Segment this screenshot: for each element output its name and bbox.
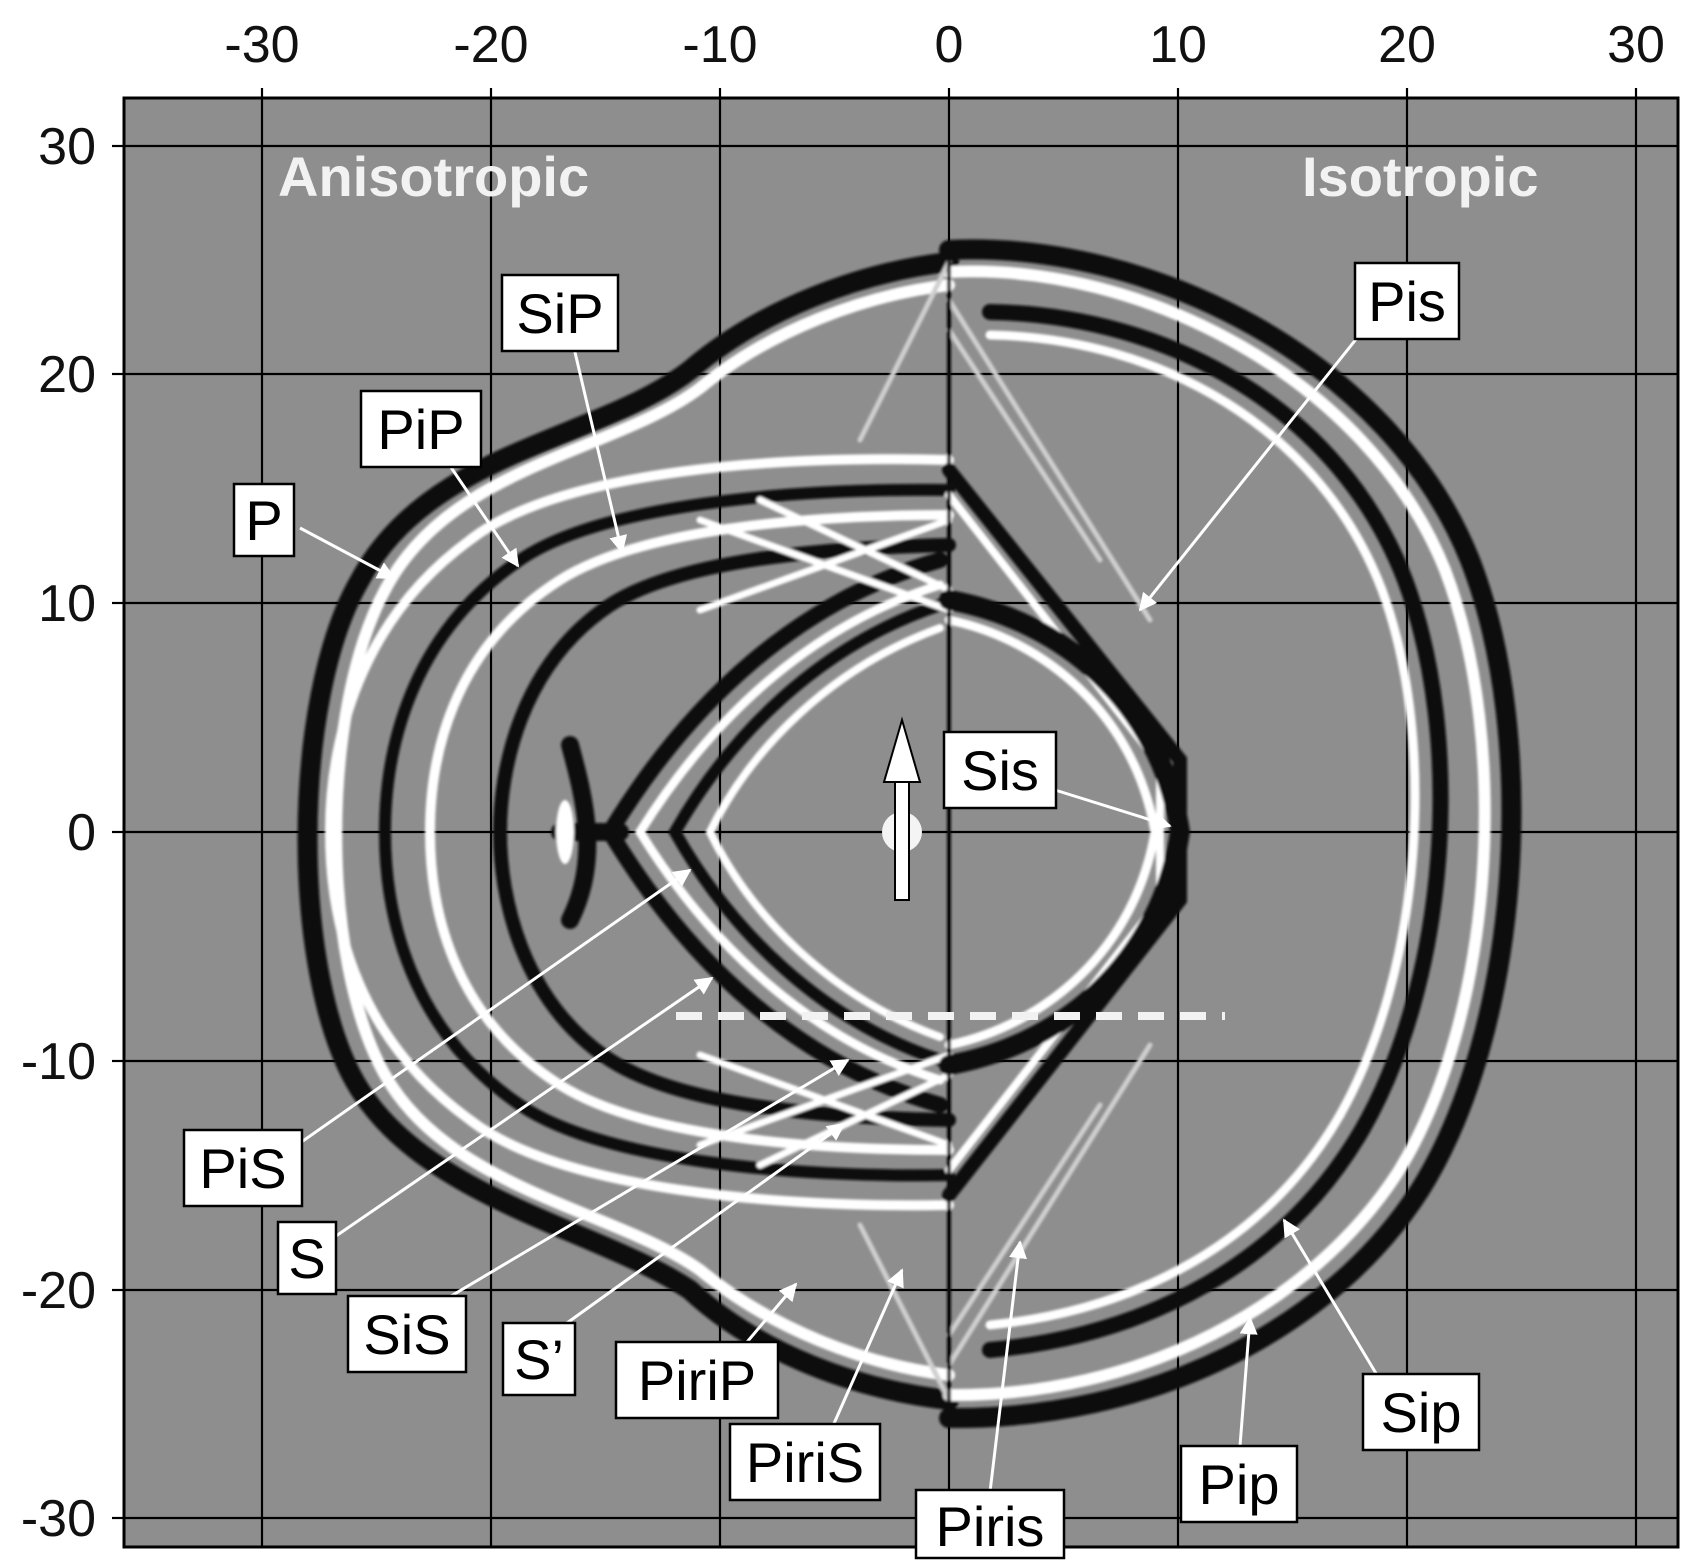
- wave-label-Sip: Sip: [1361, 1372, 1481, 1452]
- wavefront-inner-dark: [492, 538, 956, 1127]
- y-tick-label: -10: [21, 1033, 96, 1091]
- y-tick-label: 20: [38, 346, 96, 404]
- wavefront-S-cusp-4: [705, 624, 944, 1041]
- svg-text:Pis: Pis: [1368, 270, 1446, 333]
- svg-text:Piris: Piris: [936, 1495, 1045, 1558]
- wavefront-Pip: [939, 239, 1522, 1429]
- wavefront-Sip-white: [985, 330, 1420, 1330]
- wave-label-SiS: SiS: [346, 1294, 468, 1374]
- svg-text:SiS: SiS: [363, 1303, 450, 1366]
- wave-label-Pis: Pis: [1353, 261, 1461, 341]
- y-tick-labels: 30 20 10 0 -10 -20 -30: [21, 118, 96, 1548]
- svg-text:PiriS: PiriS: [746, 1431, 864, 1494]
- wavefront-S-cusp-2: [634, 580, 945, 1085]
- wavefront-head-lower: [857, 1042, 1153, 1403]
- x-tick-label: -10: [682, 16, 757, 74]
- tick-marks: [112, 88, 1638, 1520]
- wave-label-PiP: PiP: [359, 389, 483, 469]
- wave-label-PiS: PiS: [182, 1128, 304, 1208]
- wavefront-PiS: [424, 510, 954, 1155]
- wavefront-head-upper: [857, 259, 1153, 623]
- wave-label-P: P: [232, 482, 296, 558]
- wavefronts: [297, 239, 1522, 1429]
- y-tick-label: 10: [38, 575, 96, 633]
- region-title-anisotropic: Anisotropic: [278, 145, 589, 208]
- svg-text:S: S: [288, 1227, 325, 1290]
- wave-label-PiriS: PiriS: [728, 1422, 882, 1502]
- wavefront-Sip: [982, 304, 1449, 1358]
- x-tick-label: 30: [1607, 16, 1665, 74]
- svg-text:P: P: [245, 489, 282, 552]
- x-tick-label: 0: [935, 16, 964, 74]
- wavefront-Sis-white: [944, 615, 1160, 1050]
- svg-text:S’: S’: [514, 1328, 564, 1391]
- wave-label-Piris: Piris: [914, 1488, 1066, 1560]
- wavefront-P-anisotropic: [297, 252, 959, 1410]
- wavefront-P-anisotropic-white: [330, 279, 955, 1381]
- wavefront-bowtie-white: [556, 800, 574, 864]
- y-tick-label: 0: [67, 804, 96, 862]
- wave-label-Sis: Sis: [942, 730, 1058, 810]
- label-pointers: [289, 327, 1382, 1493]
- svg-text:Sip: Sip: [1381, 1381, 1462, 1444]
- x-tick-label: -30: [224, 16, 299, 74]
- x-tick-label: 10: [1149, 16, 1207, 74]
- y-tick-label: -20: [21, 1262, 96, 1320]
- wavefront-Sis: [939, 590, 1191, 1075]
- wave-label-SiP: SiP: [500, 273, 620, 353]
- region-title-isotropic: Isotropic: [1302, 145, 1538, 208]
- wavefront-crossing-upper: [696, 496, 953, 614]
- svg-text:PiS: PiS: [199, 1137, 286, 1200]
- wave-label-Pip: Pip: [1179, 1444, 1299, 1524]
- svg-text:Sis: Sis: [961, 739, 1039, 802]
- source-arrow: [882, 716, 922, 901]
- y-tick-label: 30: [38, 118, 96, 176]
- wave-label-S-prime: S’: [501, 1321, 577, 1397]
- x-tick-label: -20: [453, 16, 528, 74]
- svg-text:SiP: SiP: [516, 282, 603, 345]
- x-tick-labels: -30 -20 -10 0 10 20 30: [224, 16, 1665, 74]
- x-tick-label: 20: [1378, 16, 1436, 74]
- wavefront-Pip-white: [943, 265, 1491, 1402]
- wavefront-S-cusp-3: [668, 599, 946, 1066]
- wave-label-PiriP: PiriP: [614, 1340, 780, 1420]
- svg-text:PiriP: PiriP: [638, 1349, 756, 1412]
- svg-text:Pip: Pip: [1199, 1453, 1280, 1516]
- svg-text:PiP: PiP: [377, 398, 464, 461]
- y-tick-label: -30: [21, 1490, 96, 1548]
- wave-label-S: S: [276, 1220, 338, 1296]
- wavefront-SiP: [378, 483, 955, 1182]
- wavefront-crossing-lower: [696, 1051, 953, 1169]
- wavefront-PiP: [324, 454, 954, 1211]
